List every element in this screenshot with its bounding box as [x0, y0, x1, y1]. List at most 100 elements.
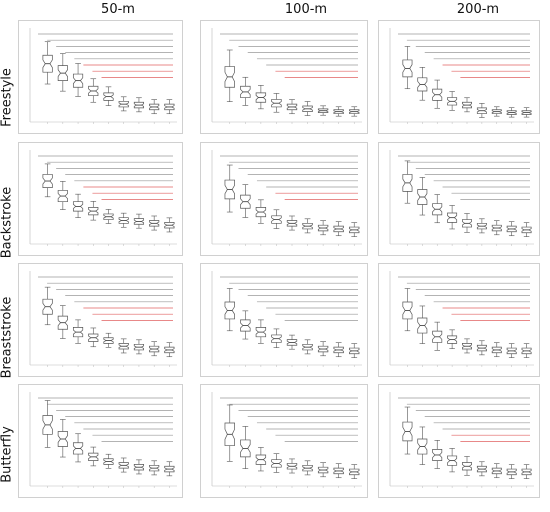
box-2 [57, 53, 68, 124]
box-7 [491, 463, 502, 488]
row-title-breaststroke: Breaststroke [0, 296, 15, 379]
box-3 [432, 440, 443, 488]
box-3 [255, 319, 267, 367]
panel-freestyle-50-m [18, 20, 183, 134]
box-1 [42, 400, 53, 488]
box-4 [88, 327, 99, 367]
box-7 [317, 105, 329, 124]
panel-backstroke-50-m [18, 142, 183, 256]
box-9 [349, 464, 360, 488]
box-8 [149, 460, 160, 488]
box-4 [88, 78, 99, 124]
box-7 [491, 220, 502, 246]
box-6 [476, 218, 487, 246]
box-7 [317, 462, 329, 488]
box-2 [240, 310, 251, 367]
box-2 [417, 66, 428, 124]
panel-backstroke-200-m [378, 142, 540, 256]
box-2 [417, 305, 428, 367]
box-6 [302, 339, 313, 367]
box-1 [224, 49, 235, 124]
panel-breaststroke-100-m [200, 263, 368, 377]
box-5 [286, 99, 298, 124]
column-title-100m: 100-m [284, 2, 328, 17]
panel-plot [378, 20, 540, 134]
box-7 [317, 341, 329, 367]
box-6 [476, 103, 487, 124]
row-title-backstroke: Backstroke [0, 186, 15, 259]
panel-freestyle-100-m [200, 20, 368, 134]
panel-plot [200, 20, 368, 134]
panel-plot [18, 142, 183, 256]
box-4 [271, 93, 282, 124]
box-1 [402, 46, 413, 124]
box-9 [164, 99, 175, 124]
box-1 [42, 286, 53, 367]
box-9 [349, 222, 360, 246]
box-3 [72, 193, 84, 246]
panel-breaststroke-200-m [378, 263, 540, 377]
column-title-50m: 50-m [101, 2, 135, 17]
panel-butterfly-50-m [18, 384, 183, 498]
box-9 [521, 343, 532, 367]
box-6 [476, 340, 487, 367]
box-3 [432, 194, 443, 246]
box-1 [402, 406, 413, 488]
box-4 [271, 209, 282, 246]
panel-frame [18, 20, 183, 134]
box-3 [72, 63, 84, 124]
panel-plot [18, 263, 183, 377]
box-5 [103, 332, 114, 367]
box-4 [447, 91, 458, 124]
box-3 [432, 321, 443, 367]
panel-plot [200, 142, 368, 256]
row-title-freestyle: Freestyle [0, 68, 15, 127]
panel-plot [18, 20, 183, 134]
box-7 [317, 220, 329, 246]
box-8 [333, 106, 344, 124]
panel-plot [378, 263, 540, 377]
box-4 [88, 201, 99, 246]
box-5 [103, 209, 114, 246]
panel-plot [378, 142, 540, 256]
box-8 [506, 107, 517, 124]
box-4 [271, 453, 282, 488]
box-9 [349, 343, 360, 367]
box-7 [491, 106, 502, 124]
box-8 [149, 99, 160, 124]
panel-frame [200, 263, 368, 377]
box-5 [286, 334, 298, 367]
box-4 [447, 329, 458, 367]
box-9 [164, 461, 175, 488]
panel-plot [200, 384, 368, 498]
box-1 [42, 163, 53, 246]
box-3 [255, 199, 267, 246]
box-9 [164, 217, 175, 246]
box-7 [133, 339, 145, 367]
box-7 [133, 459, 145, 488]
box-7 [491, 342, 502, 367]
box-1 [224, 164, 235, 246]
box-5 [462, 97, 472, 124]
box-8 [333, 221, 344, 246]
box-6 [118, 338, 129, 367]
box-2 [417, 177, 428, 246]
box-5 [462, 213, 472, 246]
box-8 [506, 343, 517, 367]
box-3 [255, 447, 267, 488]
panel-backstroke-100-m [200, 142, 368, 256]
box-5 [462, 456, 472, 488]
panel-frame [378, 142, 540, 256]
box-6 [476, 461, 487, 488]
box-6 [302, 101, 313, 124]
panel-butterfly-100-m [200, 384, 368, 498]
box-8 [149, 341, 160, 367]
panel-frame [18, 384, 183, 498]
row-title-butterfly: Butterfly [0, 426, 15, 483]
box-7 [133, 213, 145, 246]
column-title-200m: 200-m [456, 2, 500, 17]
box-1 [224, 404, 235, 488]
box-8 [506, 221, 517, 246]
box-2 [240, 76, 251, 124]
box-9 [349, 106, 360, 124]
